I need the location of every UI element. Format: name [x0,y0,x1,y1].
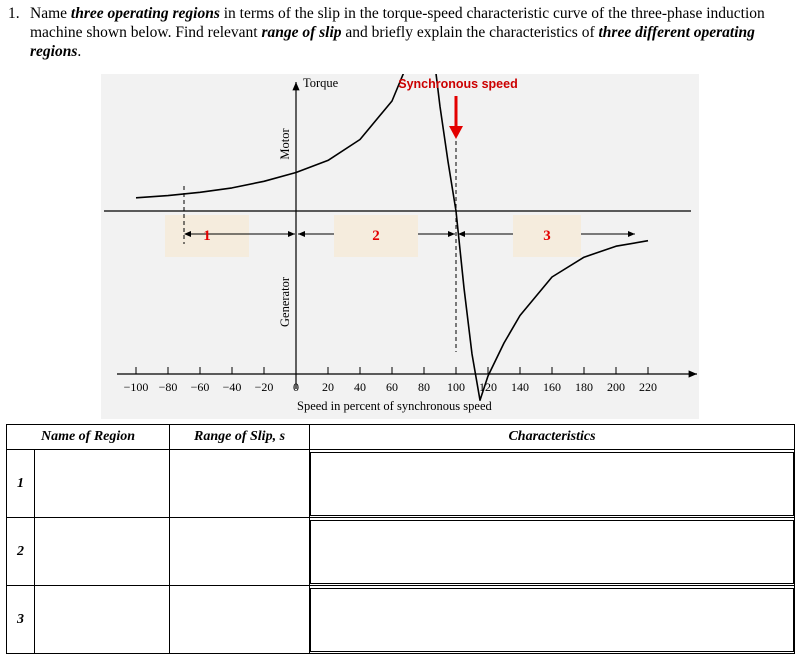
region-label-2: 2 [372,228,380,244]
x-tick-label: −80 [159,380,178,394]
question-body: Name three operating regions in terms of… [30,4,798,61]
x-tick-label: 200 [607,380,625,394]
table-row: 1 [6,449,796,518]
slip-range-cell[interactable] [169,449,311,518]
region-name-cell[interactable] [33,585,171,654]
region-box [513,215,581,257]
x-tick-label: −20 [255,380,274,394]
question-part: in terms of the slip in the torque-speed… [30,5,765,41]
question-part-emph: three operating regions [70,5,220,22]
x-axis-label: Speed in percent of synchronous speed [297,399,492,413]
x-tick-label: −100 [124,380,149,394]
characteristics-box[interactable] [310,519,795,584]
region-name-cell[interactable] [33,517,171,586]
question-part: . [77,43,82,60]
region-box [334,215,418,257]
region-label-1: 1 [203,228,211,244]
torque-speed-figure: −100 −80 −60 −40 −20 0 20 40 60 80 100 120 140 160 180… [101,20,699,419]
x-tick-label: 120 [479,380,497,394]
header-characteristics: Characteristics [309,424,796,450]
question-part-emph: three different operating regions [30,24,755,60]
x-tick-label: 140 [511,380,529,394]
region-label-3: 3 [543,228,551,244]
question-part: Name [30,5,71,22]
torque-speed-curve [135,20,649,401]
question-part: and briefly explain the characteristics … [341,24,599,41]
generator-label: Generator [278,276,292,327]
y-axis-label: Torque [303,76,339,90]
characteristics-cell[interactable] [309,517,796,586]
x-tick-label: 60 [386,380,398,394]
question-text: 1. Name three operating regions in terms… [8,4,798,61]
x-tick-label: 20 [322,380,334,394]
characteristics-box[interactable] [310,587,795,652]
question-part-emph: range of slip [261,24,342,41]
region-box [165,215,249,257]
x-tick-label: 100 [447,380,465,394]
x-tick-label: 40 [354,380,366,394]
x-tick-label: −40 [223,380,242,394]
x-tick-label: 160 [543,380,561,394]
region-name-cell[interactable] [33,449,171,518]
x-tick-label: 220 [639,380,657,394]
row-number: 3 [6,585,35,654]
characteristics-cell[interactable] [309,449,796,518]
row-number: 2 [6,517,35,586]
header-range-of-slip: Range of Slip, s [169,424,311,450]
characteristics-cell[interactable] [309,585,796,654]
row-number: 1 [6,449,35,518]
x-tick-label: 0 [293,380,299,394]
motor-label: Motor [278,128,292,160]
sync-speed-label: Synchronous speed [398,77,517,91]
x-tick-label: 80 [418,380,430,394]
x-tick-label: 180 [575,380,593,394]
characteristics-box[interactable] [310,451,795,516]
torque-speed-chart: −100 −80 −60 −40 −20 0 20 40 60 80 100 120 140 160 180… [104,20,697,413]
sync-speed-arrowhead [449,126,463,139]
slip-range-cell[interactable] [169,517,311,586]
table-row: 3 [6,585,796,654]
table-row: 2 [6,517,796,586]
question-number: 1. [8,5,20,22]
header-name-of-region: Name of Region [5,424,171,450]
slip-range-cell[interactable] [169,585,311,654]
answer-table: Name of Region Range of Slip, s Characte… [5,424,796,654]
x-tick-label: −60 [191,380,210,394]
